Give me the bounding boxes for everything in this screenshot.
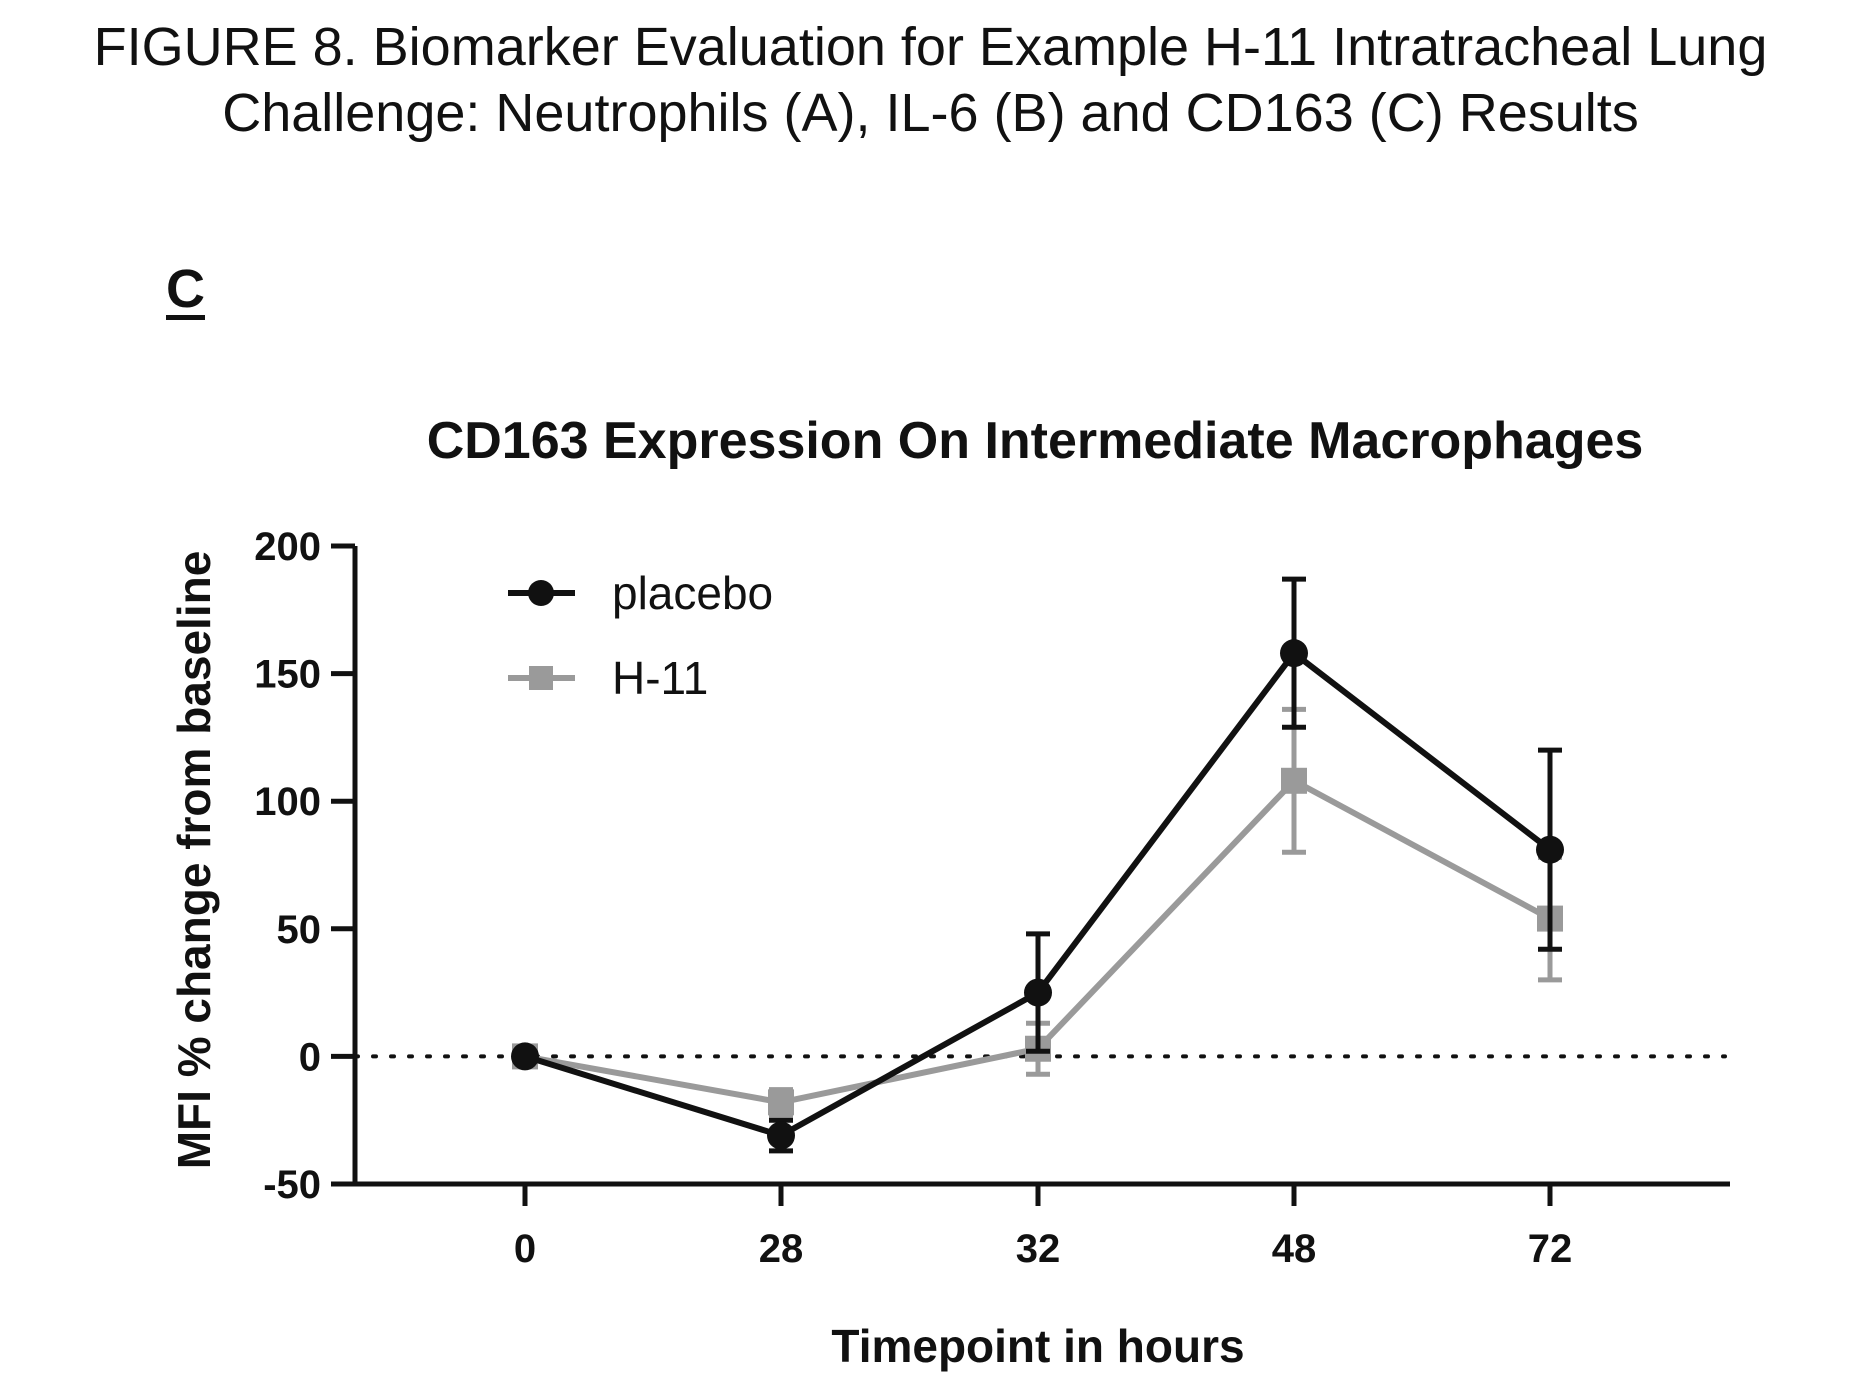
plot-area: 200 150 100 50 0 -50 0 28 32 48 72 <box>254 525 1727 1271</box>
x-tick-label-0: 0 <box>514 1227 536 1271</box>
y-axis-label: MFI % change from baseline <box>168 551 220 1170</box>
x-tick-label-32: 32 <box>1016 1227 1061 1271</box>
x-tick-label-28: 28 <box>759 1227 804 1271</box>
data-point-placebo-72 <box>1536 835 1564 864</box>
x-axis-label: Timepoint in hours <box>831 1320 1244 1372</box>
figure-title-line-1: FIGURE 8. Biomarker Evaluation for Examp… <box>93 17 1768 77</box>
legend-item-h11: H-11 <box>508 652 708 704</box>
figure-title: FIGURE 8. Biomarker Evaluation for Examp… <box>0 14 1861 146</box>
panel-label: C <box>166 259 205 319</box>
x-tick-label-72: 72 <box>1528 1227 1573 1271</box>
x-tick-label-48: 48 <box>1272 1227 1317 1271</box>
data-point-h11-48 <box>1281 767 1307 794</box>
y-tick-label-50: 50 <box>277 908 322 952</box>
data-point-placebo-32 <box>1024 978 1052 1007</box>
legend-label-h11: H-11 <box>612 652 708 704</box>
chart-title: CD163 Expression On Intermediate Macroph… <box>427 412 1644 470</box>
legend: placebo H-11 <box>508 567 773 704</box>
y-tick-label-100: 100 <box>254 780 321 824</box>
legend-marker-h11 <box>529 666 553 690</box>
data-point-h11-28 <box>768 1089 794 1116</box>
y-tick-label-0: 0 <box>299 1035 321 1079</box>
figure-title-line-2: Challenge: Neutrophils (A), IL-6 (B) and… <box>222 83 1639 143</box>
data-point-placebo-0 <box>511 1042 539 1071</box>
data-point-placebo-28 <box>767 1121 795 1150</box>
legend-item-placebo: placebo <box>508 567 773 619</box>
legend-marker-placebo <box>528 580 554 606</box>
y-tick-label-200: 200 <box>254 525 321 569</box>
legend-label-placebo: placebo <box>612 567 773 619</box>
y-tick-label--50: -50 <box>263 1163 321 1207</box>
y-tick-label-150: 150 <box>254 653 321 697</box>
data-point-placebo-48 <box>1280 639 1308 668</box>
